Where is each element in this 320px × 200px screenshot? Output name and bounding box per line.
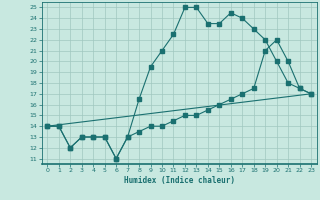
X-axis label: Humidex (Indice chaleur): Humidex (Indice chaleur): [124, 176, 235, 185]
